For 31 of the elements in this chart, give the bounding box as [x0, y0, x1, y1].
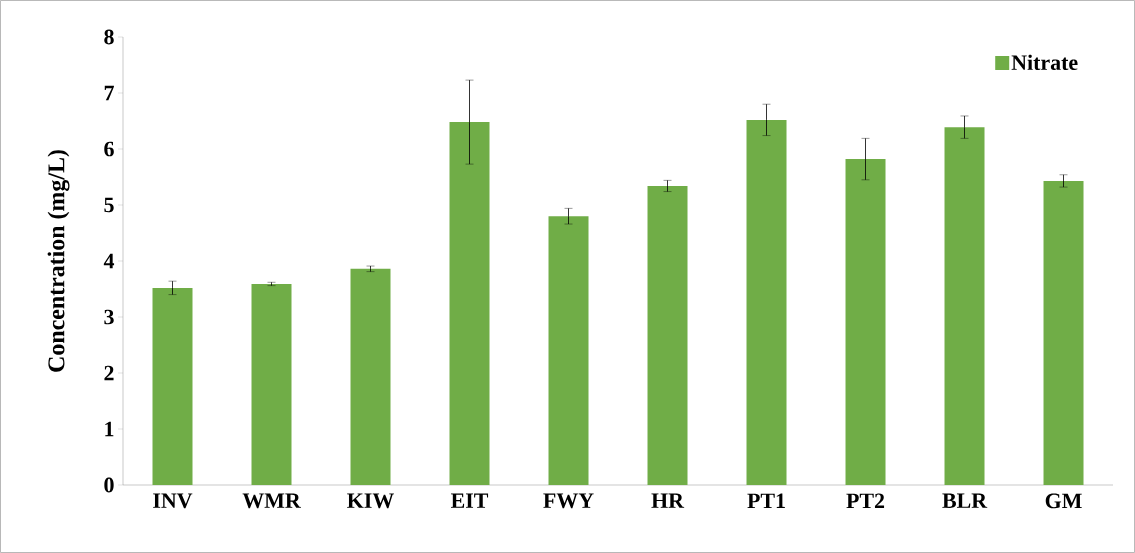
y-tick-label: 0 — [104, 477, 114, 493]
y-tick-label: 7 — [104, 85, 114, 101]
bar — [350, 268, 391, 485]
x-tick-label: PT2 — [846, 493, 885, 509]
bar — [251, 283, 292, 485]
bar — [449, 122, 490, 485]
x-tick-label: WMR — [242, 493, 301, 509]
x-tick-label: INV — [153, 493, 193, 509]
x-tick-label: FWY — [543, 493, 594, 509]
bar — [647, 185, 688, 485]
y-tick-label: 5 — [104, 197, 114, 213]
bar — [944, 127, 985, 485]
bar — [746, 119, 787, 485]
legend-label: Nitrate — [1011, 54, 1078, 71]
x-tick-label: PT1 — [747, 493, 785, 508]
y-tick-label: 6 — [104, 141, 114, 157]
x-tick-label: KIW — [347, 493, 394, 509]
y-axis-title: Concentration (mg/L) — [47, 150, 70, 372]
y-tick-label: 4 — [103, 253, 115, 269]
y-tick-label: 8 — [104, 29, 114, 45]
bar — [845, 159, 886, 485]
x-tick-label: BLR — [942, 493, 988, 508]
y-tick-label: 3 — [104, 309, 114, 325]
bar — [1043, 180, 1084, 485]
bar — [548, 216, 589, 485]
x-tick-label: HR — [651, 493, 685, 508]
x-tick-label: EIT — [451, 493, 489, 508]
bar — [152, 287, 193, 485]
y-tick-label: 1 — [105, 421, 114, 437]
y-tick-label: 2 — [104, 365, 114, 381]
x-tick-label: GM — [1045, 493, 1082, 509]
